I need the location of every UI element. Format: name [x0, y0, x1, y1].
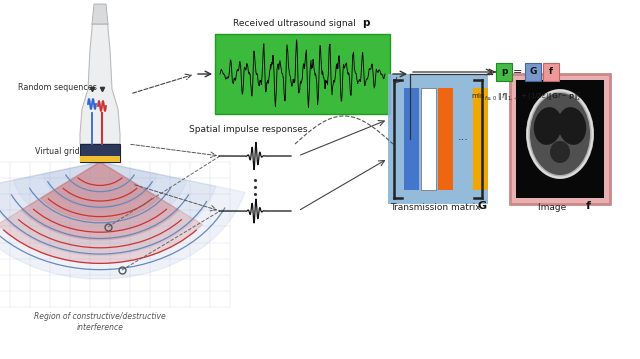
Bar — [496, 63, 512, 81]
Ellipse shape — [534, 107, 562, 145]
Text: Image: Image — [538, 203, 572, 212]
Text: Virtual grid: Virtual grid — [35, 146, 79, 155]
Ellipse shape — [550, 141, 570, 163]
Ellipse shape — [526, 89, 594, 179]
Polygon shape — [0, 162, 216, 256]
Polygon shape — [0, 162, 202, 264]
Ellipse shape — [558, 107, 586, 145]
Polygon shape — [41, 162, 159, 220]
Text: Transmission matrix: Transmission matrix — [390, 203, 486, 212]
Text: Spatial impulse responses: Spatial impulse responses — [189, 125, 307, 134]
Polygon shape — [80, 144, 120, 162]
Text: =: = — [513, 67, 523, 77]
Text: ...: ... — [458, 132, 468, 142]
Bar — [543, 63, 559, 81]
Bar — [438, 88, 453, 190]
Polygon shape — [92, 4, 108, 24]
Text: Region of constructive/destructive
interference: Region of constructive/destructive inter… — [34, 312, 166, 332]
Bar — [525, 63, 541, 81]
Bar — [473, 88, 488, 190]
Bar — [421, 88, 436, 190]
Bar — [404, 88, 419, 190]
Bar — [516, 80, 604, 198]
Text: G: G — [529, 67, 537, 76]
Bar — [388, 74, 488, 204]
Bar — [510, 74, 610, 204]
Text: Random sequences: Random sequences — [17, 83, 97, 92]
Polygon shape — [13, 162, 187, 232]
Polygon shape — [42, 162, 158, 209]
Text: p: p — [362, 18, 369, 28]
Text: f: f — [586, 201, 591, 211]
Text: $\mathrm{min}_{f \geq 0}\ \|f\|_{1,+} + (1/2\varepsilon)\|\mathbf{G}f - \mathbf{: $\mathrm{min}_{f \geq 0}\ \|f\|_{1,+} + … — [471, 91, 581, 104]
Polygon shape — [0, 162, 245, 279]
Polygon shape — [21, 162, 179, 240]
Text: f: f — [549, 67, 553, 76]
Ellipse shape — [530, 93, 590, 175]
Text: Received ultrasound signal: Received ultrasound signal — [233, 19, 362, 28]
Text: G: G — [477, 201, 486, 211]
Bar — [215, 34, 390, 114]
Text: p: p — [501, 67, 507, 76]
Polygon shape — [80, 24, 120, 144]
Bar — [80, 156, 120, 162]
